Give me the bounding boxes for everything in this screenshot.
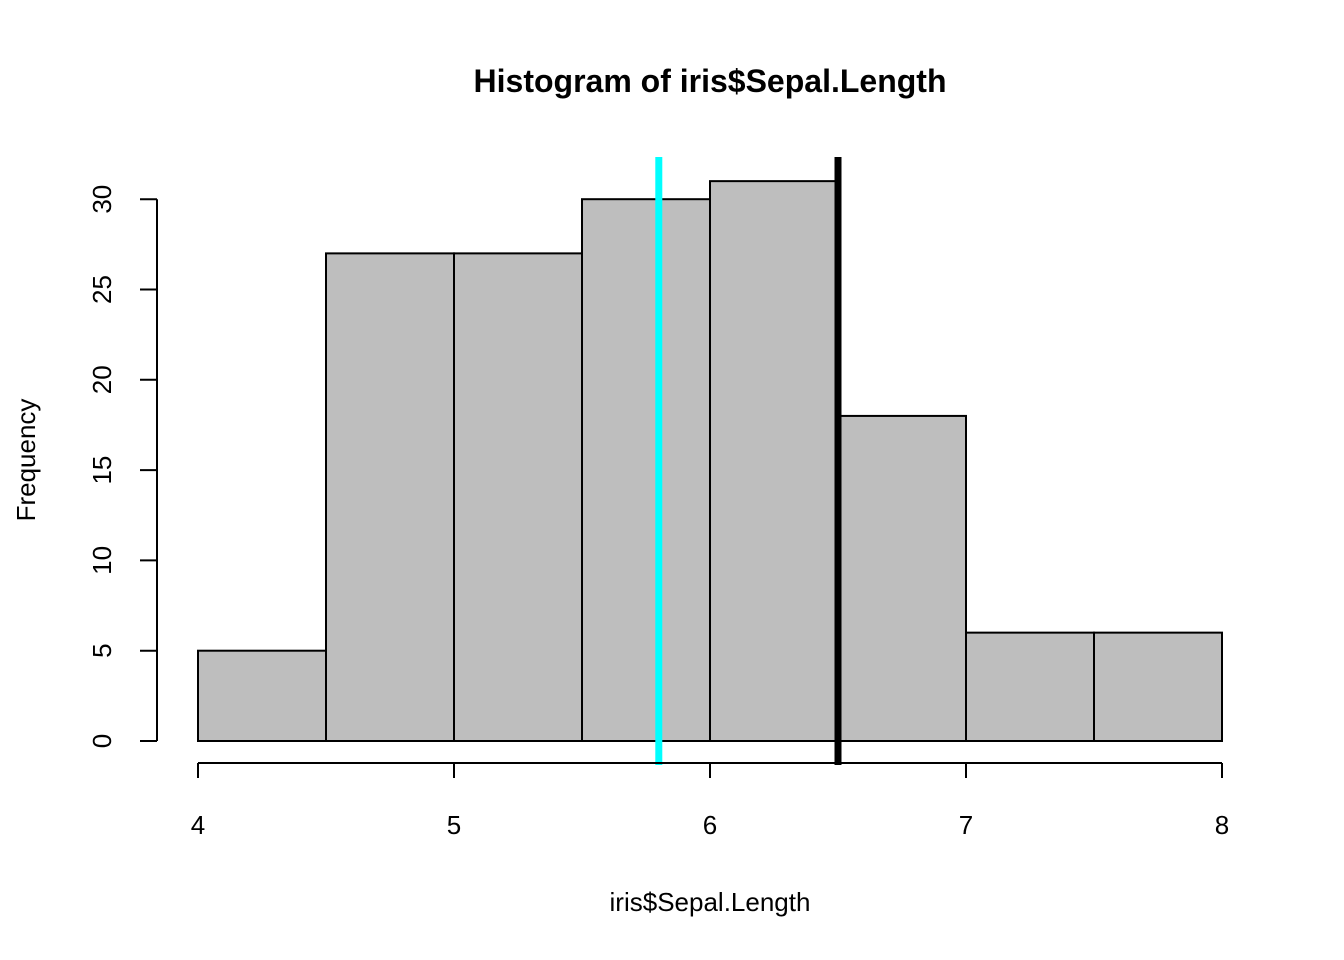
x-tick-label: 7 (959, 810, 973, 840)
histogram-bar (325, 252, 455, 742)
histogram-bar (197, 649, 327, 743)
y-tick-label: 25 (87, 275, 117, 304)
histogram-bar (453, 252, 583, 742)
y-tick-label: 30 (87, 185, 117, 214)
y-tick-label: 5 (87, 643, 117, 657)
x-tick-label: 5 (447, 810, 461, 840)
x-axis: 4 5 6 7 8 (191, 762, 1229, 840)
y-tick-label: 0 (87, 734, 117, 748)
y-tick-label: 10 (87, 546, 117, 575)
x-tick-label: 4 (191, 810, 205, 840)
histogram-bar (709, 180, 839, 742)
histogram-bar (837, 414, 967, 742)
chart-title: Histogram of iris$Sepal.Length (474, 63, 947, 99)
y-axis: 0 5 10 15 20 25 30 (87, 185, 158, 748)
histogram-bar (965, 631, 1095, 743)
y-axis-label: Frequency (11, 399, 41, 522)
histogram-bar (1093, 631, 1223, 743)
y-tick-label: 20 (87, 365, 117, 394)
x-tick-label: 8 (1215, 810, 1229, 840)
y-tick-label: 15 (87, 456, 117, 485)
x-axis-label: iris$Sepal.Length (610, 887, 811, 917)
x-tick-label: 6 (703, 810, 717, 840)
reference-lines-group (655, 157, 842, 765)
bars-group (197, 180, 1223, 743)
histogram-bar (581, 198, 711, 742)
